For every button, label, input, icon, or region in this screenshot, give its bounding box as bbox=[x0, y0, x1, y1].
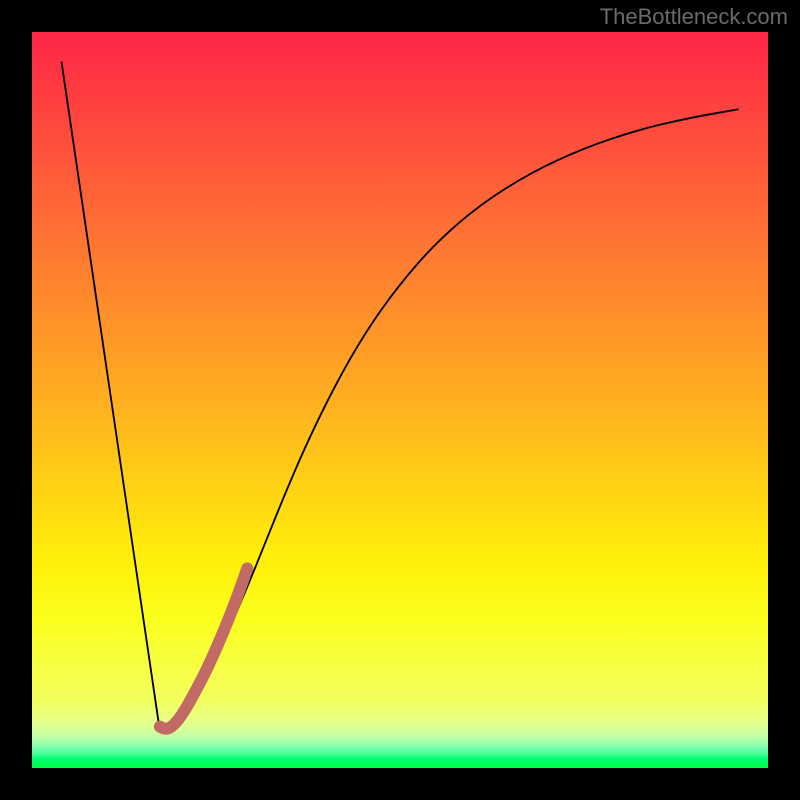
highlight-curve bbox=[160, 568, 247, 728]
watermark-text: TheBottleneck.com bbox=[600, 4, 788, 30]
main-curve bbox=[61, 61, 738, 726]
chart-curves-svg bbox=[32, 32, 768, 768]
chart-plot-area bbox=[32, 32, 768, 768]
